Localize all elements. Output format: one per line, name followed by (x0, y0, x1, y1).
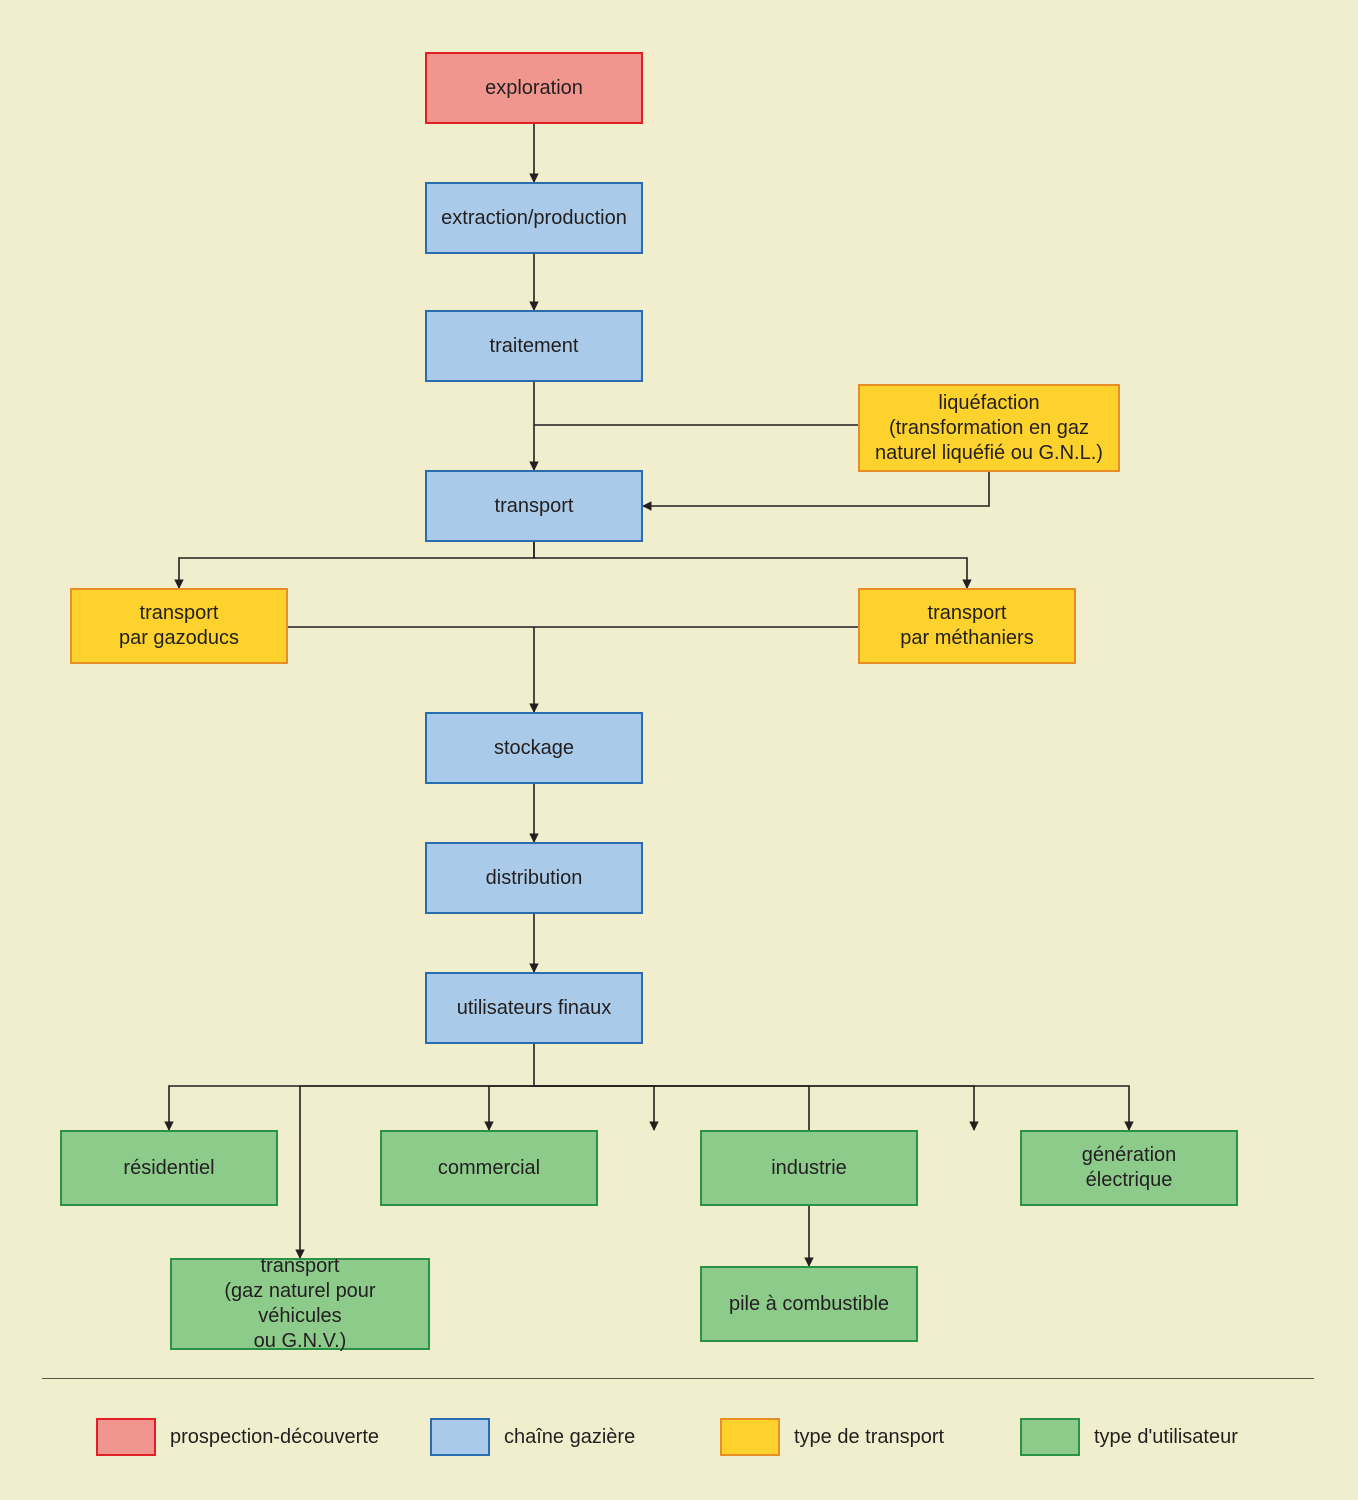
legend-item: prospection-découverte (96, 1418, 379, 1456)
node-label: liquéfaction (transformation en gaz natu… (875, 391, 1103, 466)
edge (534, 1086, 974, 1130)
node-label: transport (gaz naturel pour véhicules ou… (180, 1254, 420, 1354)
legend-label: chaîne gazière (504, 1426, 635, 1449)
legend-swatch (96, 1418, 156, 1456)
node-label: industrie (771, 1156, 847, 1181)
legend-label: prospection-découverte (170, 1426, 379, 1449)
node-stockage: stockage (425, 712, 643, 784)
edge (643, 472, 989, 506)
node-label: pile à combustible (729, 1292, 889, 1317)
node-label: extraction/production (441, 206, 627, 231)
node-label: distribution (486, 866, 583, 891)
node-utilisateurs: utilisateurs finaux (425, 972, 643, 1044)
legend-divider (42, 1378, 1314, 1379)
legend-item: chaîne gazière (430, 1418, 635, 1456)
legend-label: type d'utilisateur (1094, 1426, 1238, 1449)
legend-swatch (430, 1418, 490, 1456)
node-generation: génération électrique (1020, 1130, 1238, 1206)
node-exploration: exploration (425, 52, 643, 124)
node-gnv: transport (gaz naturel pour véhicules ou… (170, 1258, 430, 1350)
node-label: génération électrique (1082, 1143, 1177, 1193)
edge (179, 542, 534, 588)
legend-swatch (720, 1418, 780, 1456)
legend-item: type d'utilisateur (1020, 1418, 1238, 1456)
node-industrie: industrie (700, 1130, 918, 1206)
node-pile: pile à combustible (700, 1266, 918, 1342)
node-label: transport par méthaniers (900, 601, 1033, 651)
edge (169, 1086, 534, 1130)
node-distribution: distribution (425, 842, 643, 914)
node-label: transport par gazoducs (119, 601, 239, 651)
node-liquefaction: liquéfaction (transformation en gaz natu… (858, 384, 1120, 472)
node-commercial: commercial (380, 1130, 598, 1206)
node-label: résidentiel (123, 1156, 214, 1181)
edge (534, 1086, 654, 1130)
edge (489, 1086, 534, 1130)
node-label: traitement (490, 334, 579, 359)
node-extraction: extraction/production (425, 182, 643, 254)
edge (534, 1086, 1129, 1130)
node-methaniers: transport par méthaniers (858, 588, 1076, 664)
node-label: utilisateurs finaux (457, 996, 612, 1021)
node-traitement: traitement (425, 310, 643, 382)
edge (534, 542, 967, 588)
legend-item: type de transport (720, 1418, 944, 1456)
legend-label: type de transport (794, 1426, 944, 1449)
node-gazoducs: transport par gazoducs (70, 588, 288, 664)
node-label: stockage (494, 736, 574, 761)
legend-swatch (1020, 1418, 1080, 1456)
flowchart-canvas: exploration extraction/production traiteme… (0, 0, 1358, 1500)
node-residentiel: résidentiel (60, 1130, 278, 1206)
node-label: transport (495, 494, 574, 519)
node-transport: transport (425, 470, 643, 542)
node-label: exploration (485, 76, 583, 101)
node-label: commercial (438, 1156, 540, 1181)
